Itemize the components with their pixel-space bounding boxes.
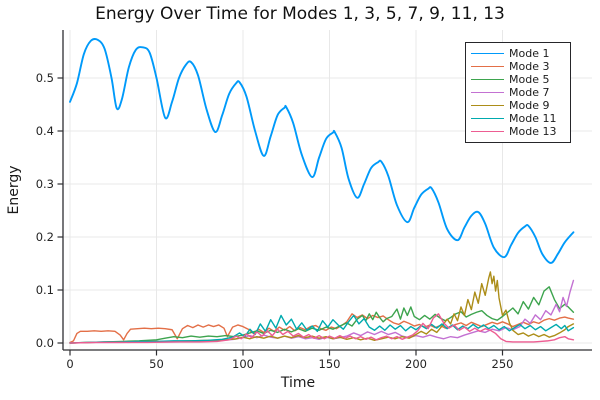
legend-entry-mode-9: Mode 9 [471, 100, 565, 112]
y-tick-label: 0.4 [36, 124, 54, 138]
legend-label: Mode 3 [509, 59, 550, 73]
legend-label: Mode 13 [509, 125, 557, 139]
y-tick-label: 0.2 [36, 230, 54, 244]
series-line-mode-7 [69, 279, 575, 344]
legend-entry-mode-13: Mode 13 [471, 126, 565, 138]
series-line-mode-9 [69, 271, 575, 344]
legend-entry-mode-3: Mode 3 [471, 60, 565, 72]
x-tick-label: 50 [149, 357, 164, 371]
legend-line-swatch [471, 65, 504, 67]
x-axis-label: Time [280, 375, 316, 391]
axis-spines [62, 30, 592, 351]
data-series [69, 38, 575, 344]
legend: Mode 1 Mode 3 Mode 5 Mode 7 Mode 9 Mode 11 Mod… [465, 42, 571, 143]
legend-entry-mode-7: Mode 7 [471, 87, 565, 99]
legend-line-swatch [471, 118, 504, 120]
y-tick-label: 0.0 [36, 336, 54, 350]
x-tick-label: 150 [319, 357, 341, 371]
axis-ticks [57, 77, 504, 356]
y-tick-label: 0.1 [36, 283, 54, 297]
y-tick-label: 0.3 [36, 177, 54, 191]
x-tick-label: 0 [66, 357, 73, 371]
axis-tick-labels: 0 50 100 150 200 250 0.0 0.1 0.2 0.3 0.4 0.5 [36, 71, 514, 371]
legend-label: Mode 1 [509, 46, 550, 60]
x-tick-label: 200 [405, 357, 427, 371]
legend-line-swatch [471, 52, 504, 54]
legend-line-swatch [471, 131, 504, 133]
series-line-mode-3 [69, 313, 575, 344]
legend-label: Mode 5 [509, 72, 550, 86]
legend-entry-mode-1: Mode 1 [471, 47, 565, 59]
y-tick-label: 0.5 [36, 71, 54, 85]
x-tick-label: 250 [492, 357, 514, 371]
legend-entry-mode-5: Mode 5 [471, 73, 565, 85]
series-line-mode-5 [69, 286, 575, 344]
legend-entry-mode-11: Mode 11 [471, 113, 565, 125]
x-tick-label: 100 [232, 357, 254, 371]
series-line-mode-13 [69, 313, 575, 344]
legend-label: Mode 11 [509, 112, 557, 126]
legend-line-swatch [471, 78, 504, 80]
series-line-mode-1 [69, 38, 575, 264]
legend-line-swatch [471, 105, 504, 107]
legend-label: Mode 7 [509, 86, 550, 99]
y-axis-label: Energy [6, 165, 22, 215]
chart-title: Energy Over Time for Modes 1, 3, 5, 7, 9… [95, 4, 505, 24]
legend-line-swatch [471, 92, 504, 93]
legend-label: Mode 9 [509, 99, 550, 113]
series-line-mode-11 [69, 314, 575, 344]
